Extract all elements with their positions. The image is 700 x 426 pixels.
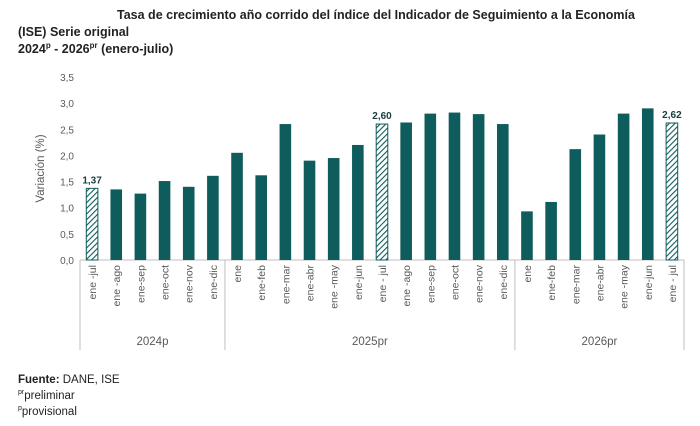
note-provisional: pprovisional: [18, 404, 120, 420]
bar: [617, 113, 630, 260]
bar: [158, 181, 171, 260]
bar: [472, 114, 485, 260]
title-year-start: 2024: [18, 42, 46, 56]
title-period: (enero-julio): [97, 42, 174, 56]
x-tick-label: ene-oct: [160, 265, 172, 300]
bar-highlighted: [85, 187, 99, 261]
x-tick-label: ene-feb: [546, 265, 558, 301]
source-value: DANE, ISE: [59, 374, 120, 386]
group-label: 2025pr: [352, 336, 388, 348]
x-tick-label: ene: [232, 265, 244, 283]
note-provisional-sup: p: [18, 405, 22, 413]
group-label: 2026pr: [582, 336, 618, 348]
x-tick-label: ene - jul: [667, 265, 679, 302]
bar: [641, 108, 654, 260]
x-tick-label: ene-abr: [305, 265, 317, 302]
bar: [134, 193, 147, 260]
x-tick-label: ene - jul: [377, 265, 389, 302]
x-tick-label: ene-sep: [425, 265, 437, 303]
title-sup-provisional: p: [45, 40, 51, 50]
x-tick-label: ene -may: [329, 264, 341, 309]
data-label: 2,62: [662, 110, 682, 121]
x-tick-label: ene-sep: [135, 265, 147, 303]
x-tick-label: ene-dic: [208, 265, 220, 299]
source-label: Fuente:: [18, 374, 60, 386]
bar: [545, 201, 557, 260]
x-tick-label: ene -ago: [111, 265, 123, 307]
bar: [569, 149, 582, 260]
chart-title-line1: Tasa de crecimiento año corrido del índi…: [117, 8, 635, 22]
x-tick-label: ene-feb: [256, 265, 268, 301]
bar: [303, 160, 316, 260]
x-tick-label: ene-abr: [594, 265, 606, 302]
bar: [352, 144, 364, 260]
y-tick-label: 0,0: [60, 256, 74, 267]
group-label: 2024p: [136, 336, 168, 348]
x-tick-label: ene -jul: [87, 265, 99, 299]
data-label: 2,60: [372, 111, 392, 122]
y-tick-label: 0,5: [60, 230, 74, 241]
x-tick-label: ene-oct: [449, 265, 461, 300]
x-tick-label: ene -ago: [401, 265, 413, 307]
y-tick-label: 3,0: [60, 99, 74, 110]
data-label: 1,37: [82, 175, 102, 186]
x-tick-label: ene-dic: [498, 265, 510, 299]
x-tick-label: ene -may: [619, 264, 631, 309]
bar: [327, 158, 340, 260]
bar: [521, 211, 533, 260]
bar: [110, 189, 123, 260]
bar: [400, 122, 412, 260]
bar: [448, 112, 461, 260]
title-year-end: - 2026: [50, 42, 90, 56]
chart-title-block: Tasa de crecimiento año corrido del índi…: [18, 6, 694, 58]
note-preliminar-sup: pr: [18, 389, 25, 397]
source-line: Fuente: DANE, ISE: [18, 372, 120, 388]
x-tick-label: ene-nov: [184, 264, 196, 303]
bar-highlighted: [375, 123, 389, 261]
chart-title-line2: (ISE) Serie original: [18, 25, 130, 39]
bar: [279, 124, 292, 260]
x-tick-label: ene: [522, 265, 534, 283]
y-tick-label: 1,0: [60, 204, 74, 215]
y-tick-label: 3,5: [60, 73, 74, 84]
chart-footer: Fuente: DANE, ISE prpreliminar pprovisio…: [18, 372, 120, 420]
y-axis-title: Variación (%): [35, 134, 47, 202]
x-tick-label: ene-jun: [353, 265, 365, 300]
bar: [182, 186, 195, 260]
bar: [231, 152, 243, 260]
note-preliminar-text: preliminar: [24, 390, 75, 402]
bar: [593, 134, 606, 260]
bar: [497, 124, 509, 260]
x-tick-label: ene-jun: [643, 265, 655, 300]
chart-title-line3: 2024p - 2026pr (enero-julio): [18, 41, 694, 58]
bar: [255, 175, 267, 260]
x-tick-label: ene-nov: [474, 264, 486, 303]
x-tick-label: ene-mar: [570, 265, 582, 305]
title-sup-preliminar: pr: [89, 40, 98, 50]
y-tick-label: 2,5: [60, 125, 74, 136]
bar: [424, 113, 437, 260]
note-provisional-text: provisional: [21, 406, 77, 418]
bar: [207, 175, 219, 260]
bar-highlighted: [665, 122, 679, 261]
note-preliminar: prpreliminar: [18, 388, 120, 404]
x-tick-label: ene-mar: [280, 265, 292, 305]
y-tick-label: 1,5: [60, 178, 74, 189]
y-tick-label: 2,0: [60, 151, 74, 162]
